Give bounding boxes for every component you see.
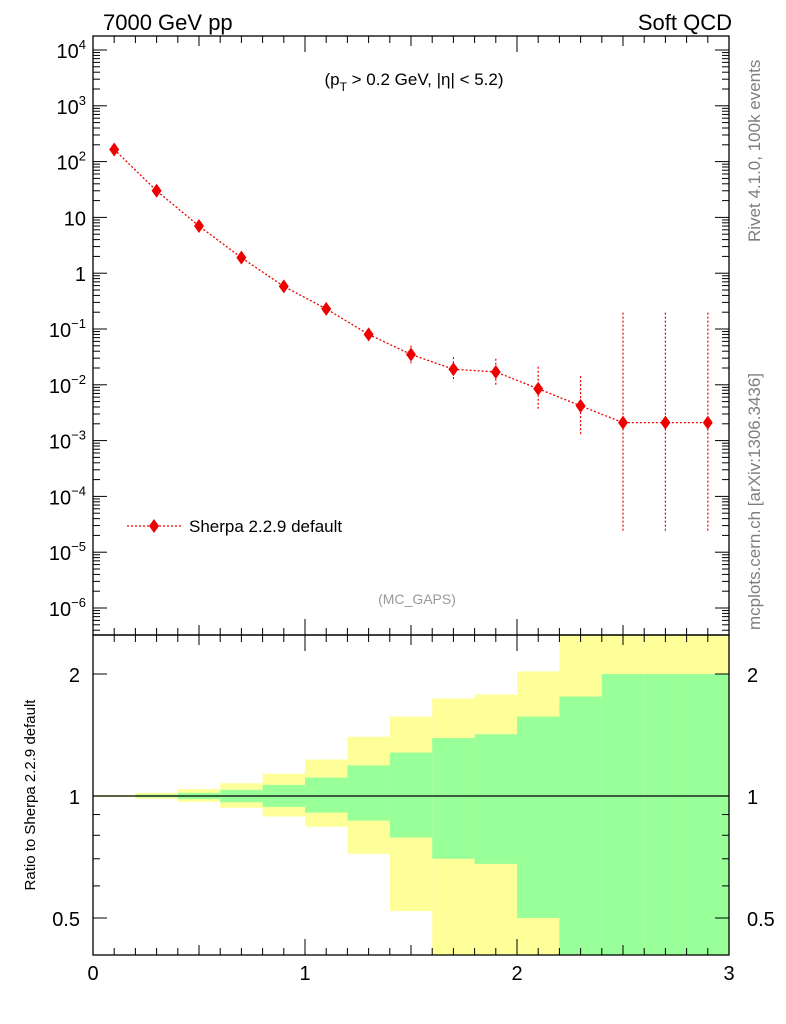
- data-point-4: [278, 279, 289, 294]
- main-y-tick-exponent: −1: [71, 316, 86, 331]
- main-y-tick-exponent: −2: [71, 372, 86, 387]
- main-y-tick-exponent: 2: [79, 149, 86, 164]
- ratio-inner-band-8: [432, 738, 475, 859]
- main-y-tick-label: 102: [57, 149, 86, 175]
- data-point-10: [533, 381, 544, 396]
- data-point-1: [151, 183, 162, 198]
- x-tick-label: 0: [87, 963, 98, 985]
- main-y-tick-base: 10: [57, 97, 79, 119]
- main-y-tick-exponent: −6: [71, 595, 86, 610]
- main-y-tick-label: 10−5: [49, 539, 86, 565]
- ratio-inner-band-12: [601, 674, 645, 955]
- main-y-tick-base: 10: [49, 320, 71, 342]
- series-line: [113, 148, 708, 424]
- axis-ticks: [92, 36, 730, 955]
- cuts-text-main: (p: [324, 70, 339, 89]
- main-y-tick-exponent: −3: [71, 428, 86, 443]
- x-tick-label: 3: [723, 963, 734, 985]
- header-right-label: Soft QCD: [638, 10, 732, 35]
- data-point-14: [702, 415, 713, 430]
- data-point-11: [575, 398, 586, 413]
- main-y-tick-exponent: −4: [71, 483, 86, 498]
- main-panel-frame: [92, 35, 730, 636]
- analysis-tag: (MC_GAPS): [378, 591, 456, 607]
- ratio-inner-band-10: [517, 716, 560, 918]
- legend-marker: [149, 519, 159, 533]
- data-point-9: [490, 364, 501, 379]
- ratio-inner-band-6: [347, 765, 390, 821]
- ratio-inner-band-9: [474, 734, 517, 864]
- ratio-y-tick-label-left: 1: [69, 787, 80, 809]
- header-left-label: 7000 GeV pp: [103, 10, 233, 35]
- data-point-5: [321, 301, 332, 316]
- main-y-tick-exponent: −5: [71, 539, 86, 554]
- data-point-6: [363, 327, 374, 342]
- main-y-tick-label: 10: [64, 208, 86, 230]
- main-series: [109, 142, 713, 533]
- main-y-tick-base: 10: [57, 41, 79, 63]
- data-point-12: [618, 415, 628, 430]
- ratio-inner-band-5: [305, 777, 348, 813]
- main-y-tick-label: 10−4: [49, 483, 86, 509]
- main-y-tick-exponent: 3: [79, 93, 86, 108]
- legend: Sherpa 2.2.9 default: [127, 517, 342, 536]
- main-y-tick-label: 1: [75, 264, 86, 286]
- legend-label: Sherpa 2.2.9 default: [189, 517, 342, 536]
- data-point-0: [109, 142, 120, 157]
- x-tick-label: 1: [299, 963, 310, 985]
- main-y-tick-base: 10: [57, 153, 79, 175]
- mcplots-note: mcplots.cern.ch [arXiv:1306.3436]: [745, 373, 764, 630]
- main-y-tick-base: 10: [49, 432, 71, 454]
- data-point-13: [660, 415, 671, 430]
- ratio-y-tick-label-right: 1: [747, 787, 758, 809]
- main-y-tick-base: 10: [49, 376, 71, 398]
- rivet-note: Rivet 4.1.0, 100k events: [745, 60, 764, 242]
- ratio-inner-band-7: [389, 752, 433, 838]
- data-point-2: [194, 219, 204, 234]
- data-point-3: [236, 250, 247, 265]
- ratio-y-tick-label-left: 2: [69, 665, 80, 687]
- main-y-tick-label: 103: [57, 93, 86, 119]
- main-y-tick-base: 10: [49, 487, 71, 509]
- main-y-tick-label: 10−2: [49, 372, 86, 398]
- main-y-tick-base: 10: [49, 543, 71, 565]
- main-y-tick-label: 10−1: [49, 316, 86, 342]
- ratio-inner-band-13: [644, 674, 687, 955]
- main-y-tick-label: 10−6: [49, 595, 86, 621]
- main-y-tick-exponent: 4: [79, 37, 86, 52]
- ratio-axis-label: Ratio to Sherpa 2.2.9 default: [22, 699, 39, 891]
- ratio-y-tick-label-right: 0.5: [747, 909, 775, 931]
- data-point-7: [406, 347, 416, 362]
- ratio-y-tick-label-right: 2: [747, 665, 758, 687]
- cuts-text-sub: T: [340, 80, 348, 94]
- ratio-inner-band-11: [559, 696, 602, 955]
- main-y-tick-base: 10: [49, 599, 71, 621]
- cuts-text-rest: > 0.2 GeV, |η| < 5.2): [347, 70, 504, 89]
- main-y-tick-label: 104: [57, 37, 86, 63]
- x-tick-label: 2: [511, 963, 522, 985]
- ratio-inner-band-14: [686, 674, 729, 955]
- ratio-y-tick-label-left: 0.5: [52, 909, 80, 931]
- ratio-bands: [93, 635, 729, 955]
- cuts-annotation: (pT > 0.2 GeV, |η| < 5.2): [324, 70, 503, 94]
- main-y-tick-label: 10−3: [49, 428, 86, 454]
- data-point-8: [448, 362, 459, 377]
